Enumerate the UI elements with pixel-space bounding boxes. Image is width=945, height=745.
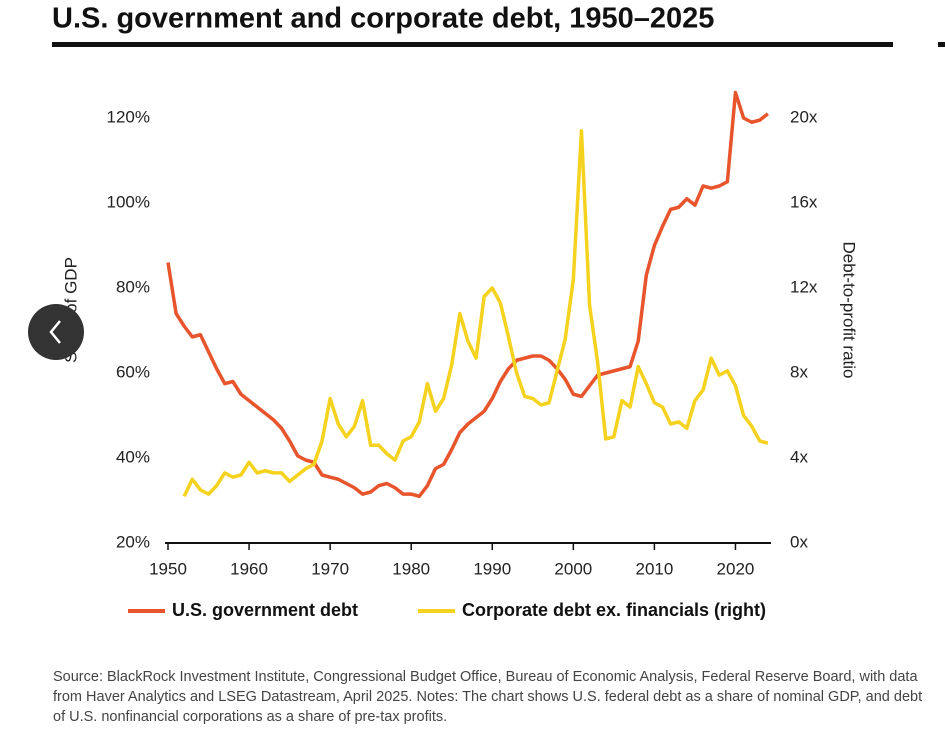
y2-tick-label: 0x	[790, 532, 808, 551]
y-tick-label: 60%	[116, 362, 150, 381]
legend-label: U.S. government debt	[172, 600, 358, 620]
back-button-bg[interactable]	[28, 304, 84, 360]
data-line	[166, 90, 769, 498]
y2-tick-label: 16x	[790, 192, 818, 211]
x-tick-label: 1950	[149, 559, 187, 578]
y-tick-label: 80%	[116, 277, 150, 296]
y-tick-label: 40%	[116, 447, 150, 466]
x-tick-label: 1980	[392, 559, 430, 578]
x-tick-label: 2010	[635, 559, 673, 578]
title-rule	[52, 42, 893, 47]
back-button[interactable]	[28, 304, 84, 360]
legend-label: Corporate debt ex. financials (right)	[462, 600, 766, 620]
x-tick-label: 1960	[230, 559, 268, 578]
source-note: Source: BlackRock Investment Institute, …	[53, 669, 923, 725]
y-tick-label: 20%	[116, 532, 150, 551]
chart-title: U.S. government and corporate debt, 1950…	[52, 3, 714, 35]
y2-tick-label: 4x	[790, 447, 808, 466]
data-line	[182, 129, 769, 498]
y-tick-label: 100%	[107, 192, 150, 211]
y2-axis-title: Debt-to-profit ratio	[840, 242, 859, 379]
chart: U.S. government and corporate debt, 1950…	[28, 3, 945, 620]
y-tick-label: 120%	[107, 107, 150, 126]
x-tick-label: 2020	[717, 559, 755, 578]
back-icon[interactable]	[49, 320, 61, 344]
x-tick-label: 1970	[311, 559, 349, 578]
x-tick-label: 2000	[554, 559, 592, 578]
y2-tick-label: 8x	[790, 362, 808, 381]
y2-tick-label: 12x	[790, 277, 818, 296]
x-tick-label: 1990	[473, 559, 511, 578]
y2-tick-label: 20x	[790, 107, 818, 126]
edge-mark	[938, 42, 945, 47]
